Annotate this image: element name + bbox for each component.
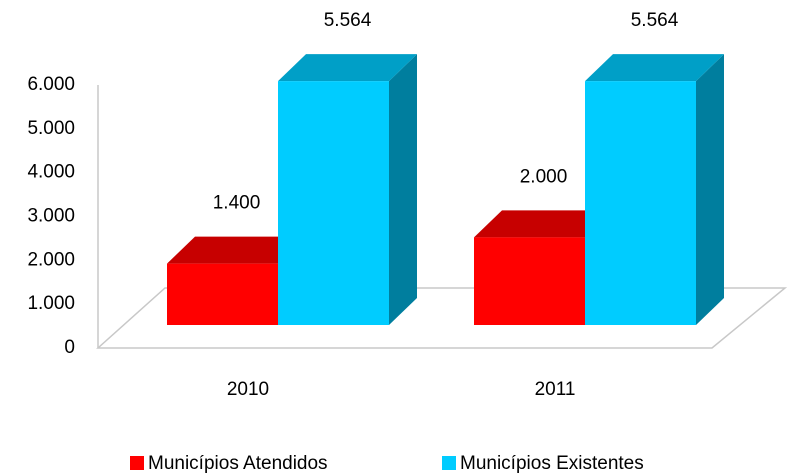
bar <box>585 81 696 326</box>
bar-top <box>167 236 306 264</box>
data-label: 5.564 <box>631 10 679 31</box>
legend-swatch <box>130 456 144 470</box>
y-tick-label: 5.000 <box>27 118 75 139</box>
bar-top <box>585 54 724 82</box>
bar <box>474 237 585 325</box>
legend-label: Municípios Existentes <box>460 453 644 474</box>
data-label: 5.564 <box>324 10 372 31</box>
bar <box>167 263 278 325</box>
bar-side <box>389 54 417 326</box>
chart-floor <box>96 85 788 349</box>
x-tick-label: 2010 <box>227 379 269 400</box>
legend-swatch <box>442 456 456 470</box>
y-tick-label: 0 <box>64 337 75 358</box>
data-label: 2.000 <box>520 166 568 187</box>
y-tick-label: 4.000 <box>27 162 75 183</box>
y-tick-label: 2.000 <box>27 249 75 270</box>
data-label: 1.400 <box>213 193 261 214</box>
bar-side <box>696 54 724 326</box>
y-tick-label: 3.000 <box>27 206 75 227</box>
x-tick-label: 2011 <box>535 379 576 400</box>
legend-label: Municípios Atendidos <box>148 453 328 474</box>
bar <box>278 81 389 326</box>
y-tick-label: 6.000 <box>27 74 75 95</box>
bar-top <box>278 54 417 82</box>
y-tick-label: 1.000 <box>27 293 75 314</box>
bar-top <box>474 210 613 238</box>
